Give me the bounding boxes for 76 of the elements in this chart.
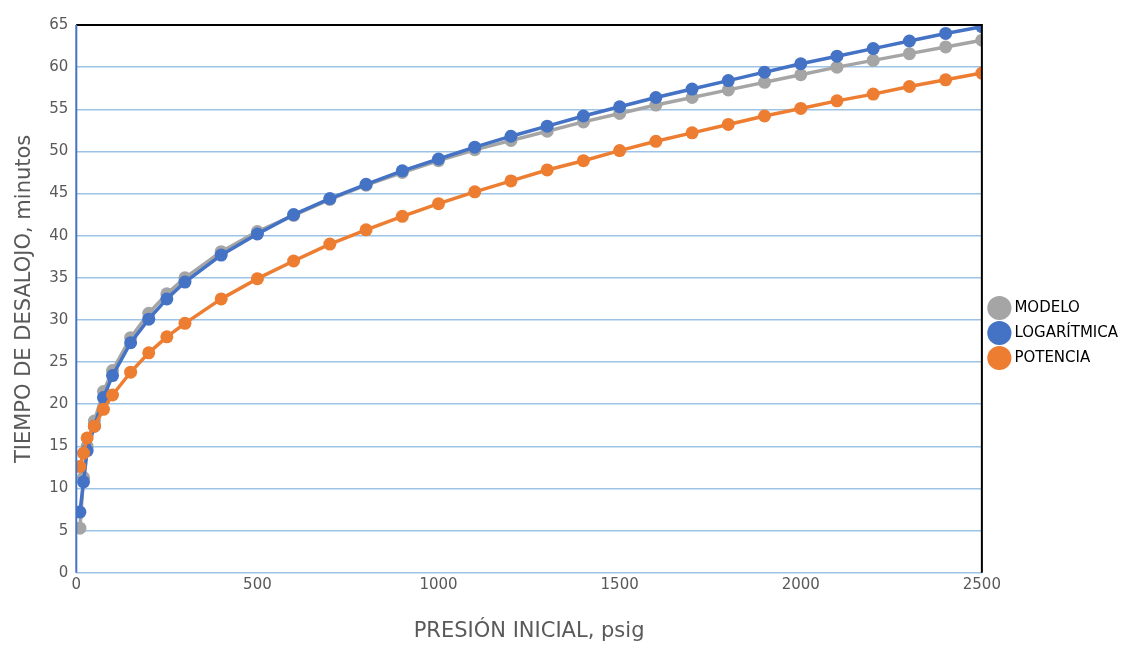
y-tick-label: 5 [58,520,69,539]
legend-label: POTENCIA [1014,347,1091,366]
point [830,49,844,63]
point [124,336,138,350]
point [287,254,301,268]
point [432,197,446,211]
point [902,47,916,61]
point [106,388,120,402]
point [613,100,627,114]
point [540,119,554,133]
point [721,74,735,88]
point [649,134,663,148]
point [323,237,337,251]
point [902,80,916,94]
point [794,57,808,71]
point [124,365,138,379]
y-tick-label: 30 [49,309,69,328]
y-tick-label: 0 [58,562,69,581]
y-tick-label: 15 [49,436,69,455]
x-tick-label: 2000 [781,574,820,593]
point [178,275,192,289]
point [96,402,110,416]
point [468,185,482,199]
y-tick-label: 45 [49,183,69,202]
y-tick-label: 35 [49,267,69,286]
point [504,129,518,143]
legend-label: LOGARÍTMICA [1014,321,1119,341]
point [721,117,735,131]
point [794,101,808,115]
point [939,26,953,40]
x-tick-label: 0 [71,574,82,593]
y-tick-label: 20 [49,394,69,413]
x-axis-title: PRESIÓN INICIAL, psig [413,616,645,642]
legend-label: MODELO [1014,297,1080,316]
point [758,109,772,123]
point [685,126,699,140]
point [576,154,590,168]
point [504,174,518,188]
point [540,163,554,177]
point [142,312,156,326]
y-tick-label: 10 [49,478,69,497]
y-axis-title: TIEMPO DE DESALOJO, minutos [11,134,36,465]
point [830,94,844,108]
x-tick-label: 1000 [419,574,458,593]
point [160,292,174,306]
x-tick-label: 500 [243,574,272,593]
point [106,369,120,383]
point [214,292,228,306]
point [80,431,94,445]
x-tick-label: 1500 [600,574,639,593]
point [613,144,627,158]
point [939,73,953,87]
point [142,346,156,360]
point [866,87,880,101]
point [160,330,174,344]
point [685,82,699,96]
point [395,209,409,223]
y-tick-label: 50 [49,141,69,160]
y-tick-label: 60 [49,57,69,76]
point [939,40,953,54]
point [77,475,91,489]
point [250,272,264,286]
point [649,90,663,104]
point [794,68,808,82]
y-tick-label: 55 [49,99,69,118]
point [758,65,772,79]
point [866,42,880,56]
point [866,53,880,67]
y-tick-label: 40 [49,225,69,244]
point [178,316,192,330]
point [359,223,373,237]
y-tick-label: 25 [49,352,69,370]
point [902,34,916,48]
point [576,109,590,123]
x-tick-label: 2500 [962,574,1001,593]
y-tick-label: 65 [49,14,69,33]
